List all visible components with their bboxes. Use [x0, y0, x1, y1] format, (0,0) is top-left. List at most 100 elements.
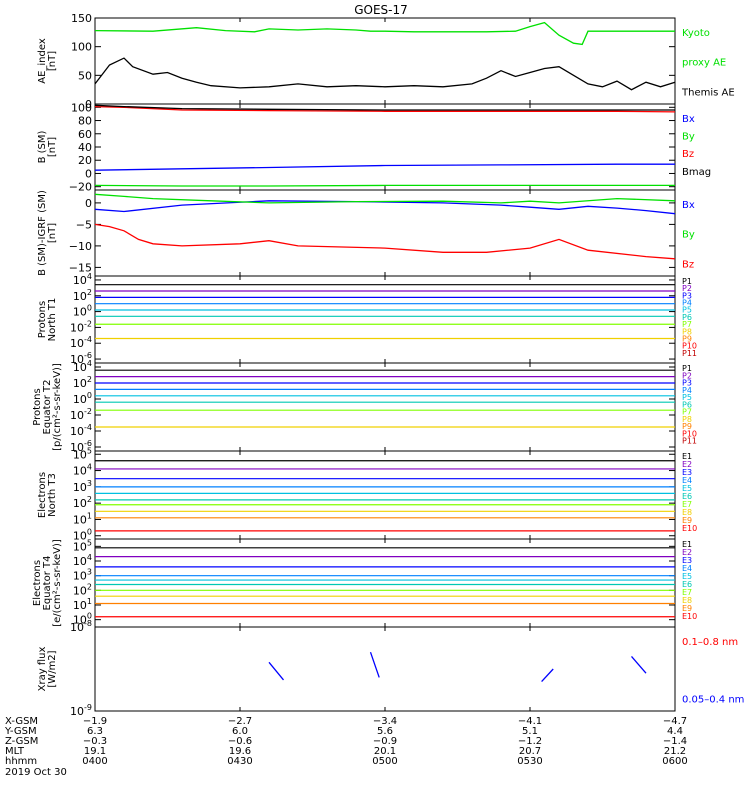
y-axis-label: B (SM)-IGRF (SM): [37, 190, 48, 276]
legend-label: By: [682, 132, 695, 143]
y-tick-label: 60: [78, 128, 92, 141]
y-tick-label: 10-4: [70, 423, 92, 438]
y-axis-label: [nT]: [47, 223, 58, 243]
footer-value: 20.7: [519, 746, 541, 757]
legend-p2: P2: [682, 371, 692, 380]
y-tick-label: 105: [73, 538, 92, 553]
legend-e10: E10: [682, 612, 697, 621]
footer-date: 2019 Oct 30: [5, 767, 67, 778]
y-tick-label: −10: [69, 240, 92, 253]
panel-frame: [94, 103, 676, 191]
footer-value: 5.6: [377, 726, 393, 737]
legend-e9: E9: [682, 516, 692, 525]
series-bz: [94, 223, 676, 260]
y-tick-label: −20: [69, 181, 92, 194]
y-tick-label: 103: [73, 568, 92, 583]
y-axis-label: Electrons: [32, 560, 43, 606]
legend-e5: E5: [682, 484, 692, 493]
footer-value: 0430: [227, 756, 252, 767]
y-axis-label: AE_index: [37, 38, 48, 84]
footer-value: −4.1: [518, 716, 542, 727]
y-tick-label: 0: [85, 197, 92, 210]
legend-label: Bz: [682, 259, 694, 270]
series-segment: [631, 655, 647, 674]
y-axis-label: North T3: [47, 473, 58, 517]
footer-value: 5.1: [522, 726, 538, 737]
footer-value: 21.2: [664, 746, 686, 757]
legend-p7: P7: [682, 408, 692, 417]
y-tick-label: 0: [85, 98, 92, 111]
legend-e7: E7: [682, 500, 692, 509]
footer-value: 0500: [372, 756, 397, 767]
y-tick-label: 10-2: [70, 407, 92, 422]
legend-e4: E4: [682, 476, 692, 485]
legend-p10: P10: [682, 342, 697, 351]
legend-e8: E8: [682, 596, 692, 605]
legend-label: Themis AE: [681, 87, 735, 98]
y-axis-label: Electrons: [37, 472, 48, 518]
panel-ae: 0 50 100 150 AE_index [nT] Kyoto proxy AE Themis…: [37, 12, 735, 111]
y-tick-label: 102: [73, 375, 92, 390]
y-tick-label: −5: [76, 218, 92, 231]
y-tick-label: 102: [73, 495, 92, 510]
footer-value: −1.2: [518, 736, 542, 747]
series-segment: [369, 651, 380, 678]
panel-bigrf: −15 −10 −5 0 B (SM)-IGRF (SM) [nT] Bx By Bz: [37, 189, 695, 277]
y-tick-label: 10-2: [70, 319, 92, 334]
legend-e2: E2: [682, 548, 692, 557]
legend-p4: P4: [682, 299, 692, 308]
footer-value: −0.6: [228, 736, 252, 747]
y-tick-label: 50: [78, 69, 92, 82]
panel-frame: [94, 626, 676, 712]
series-themis-ae: [94, 57, 676, 91]
y-tick-label: 100: [71, 41, 92, 54]
series-by: [94, 184, 675, 187]
series-by: [94, 193, 676, 204]
legend-p9: P9: [682, 422, 692, 431]
footer-row-label: Z-GSM: [5, 736, 38, 747]
footer-value: −0.3: [83, 736, 107, 747]
y-tick-label: 104: [73, 463, 92, 478]
legend-label: Bx: [682, 200, 695, 211]
y-tick-label: 103: [73, 479, 92, 494]
legend-p1: P1: [682, 364, 692, 373]
legend-p5: P5: [682, 393, 692, 402]
footer-value: 0400: [82, 756, 107, 767]
legend-p8: P8: [682, 327, 692, 336]
legend-e3: E3: [682, 556, 692, 565]
legend-p3: P3: [682, 379, 692, 388]
series-kyoto-proxy-ae: [94, 21, 675, 46]
series-bx: [94, 163, 675, 171]
y-axis-label: [W/m2]: [47, 650, 58, 687]
y-tick-label: 40: [78, 141, 92, 154]
legend-e5: E5: [682, 572, 692, 581]
y-axis-label: [e/(cm²-s-sr-keV)]: [52, 539, 63, 627]
footer-value: 6.0: [232, 726, 248, 737]
y-tick-label: 20: [78, 154, 92, 167]
series-segment: [541, 668, 554, 683]
footer-value: 4.4: [667, 726, 683, 737]
legend-e6: E6: [682, 580, 692, 589]
legend-e9: E9: [682, 604, 692, 613]
y-tick-label: 101: [73, 597, 92, 612]
legend-p6: P6: [682, 400, 692, 409]
y-tick-label: 0: [85, 167, 92, 180]
legend-e2: E2: [682, 460, 692, 469]
y-axis-label: [nT]: [47, 51, 58, 71]
y-tick-label: 100: [71, 101, 92, 114]
y-tick-label: 150: [71, 12, 92, 25]
footer-row-label: Y-GSM: [4, 726, 37, 737]
legend-p9: P9: [682, 334, 692, 343]
y-axis-label: Protons: [37, 301, 48, 338]
footer-value: −1.9: [83, 716, 107, 727]
legend-label: Kyoto: [682, 28, 710, 39]
legend-label: Bx: [682, 114, 695, 125]
y-tick-label: 102: [73, 288, 92, 303]
y-tick-label: 101: [73, 511, 92, 526]
y-tick-label: 104: [73, 272, 92, 287]
legend-p3: P3: [682, 291, 692, 300]
footer-value: −1.4: [663, 736, 687, 747]
